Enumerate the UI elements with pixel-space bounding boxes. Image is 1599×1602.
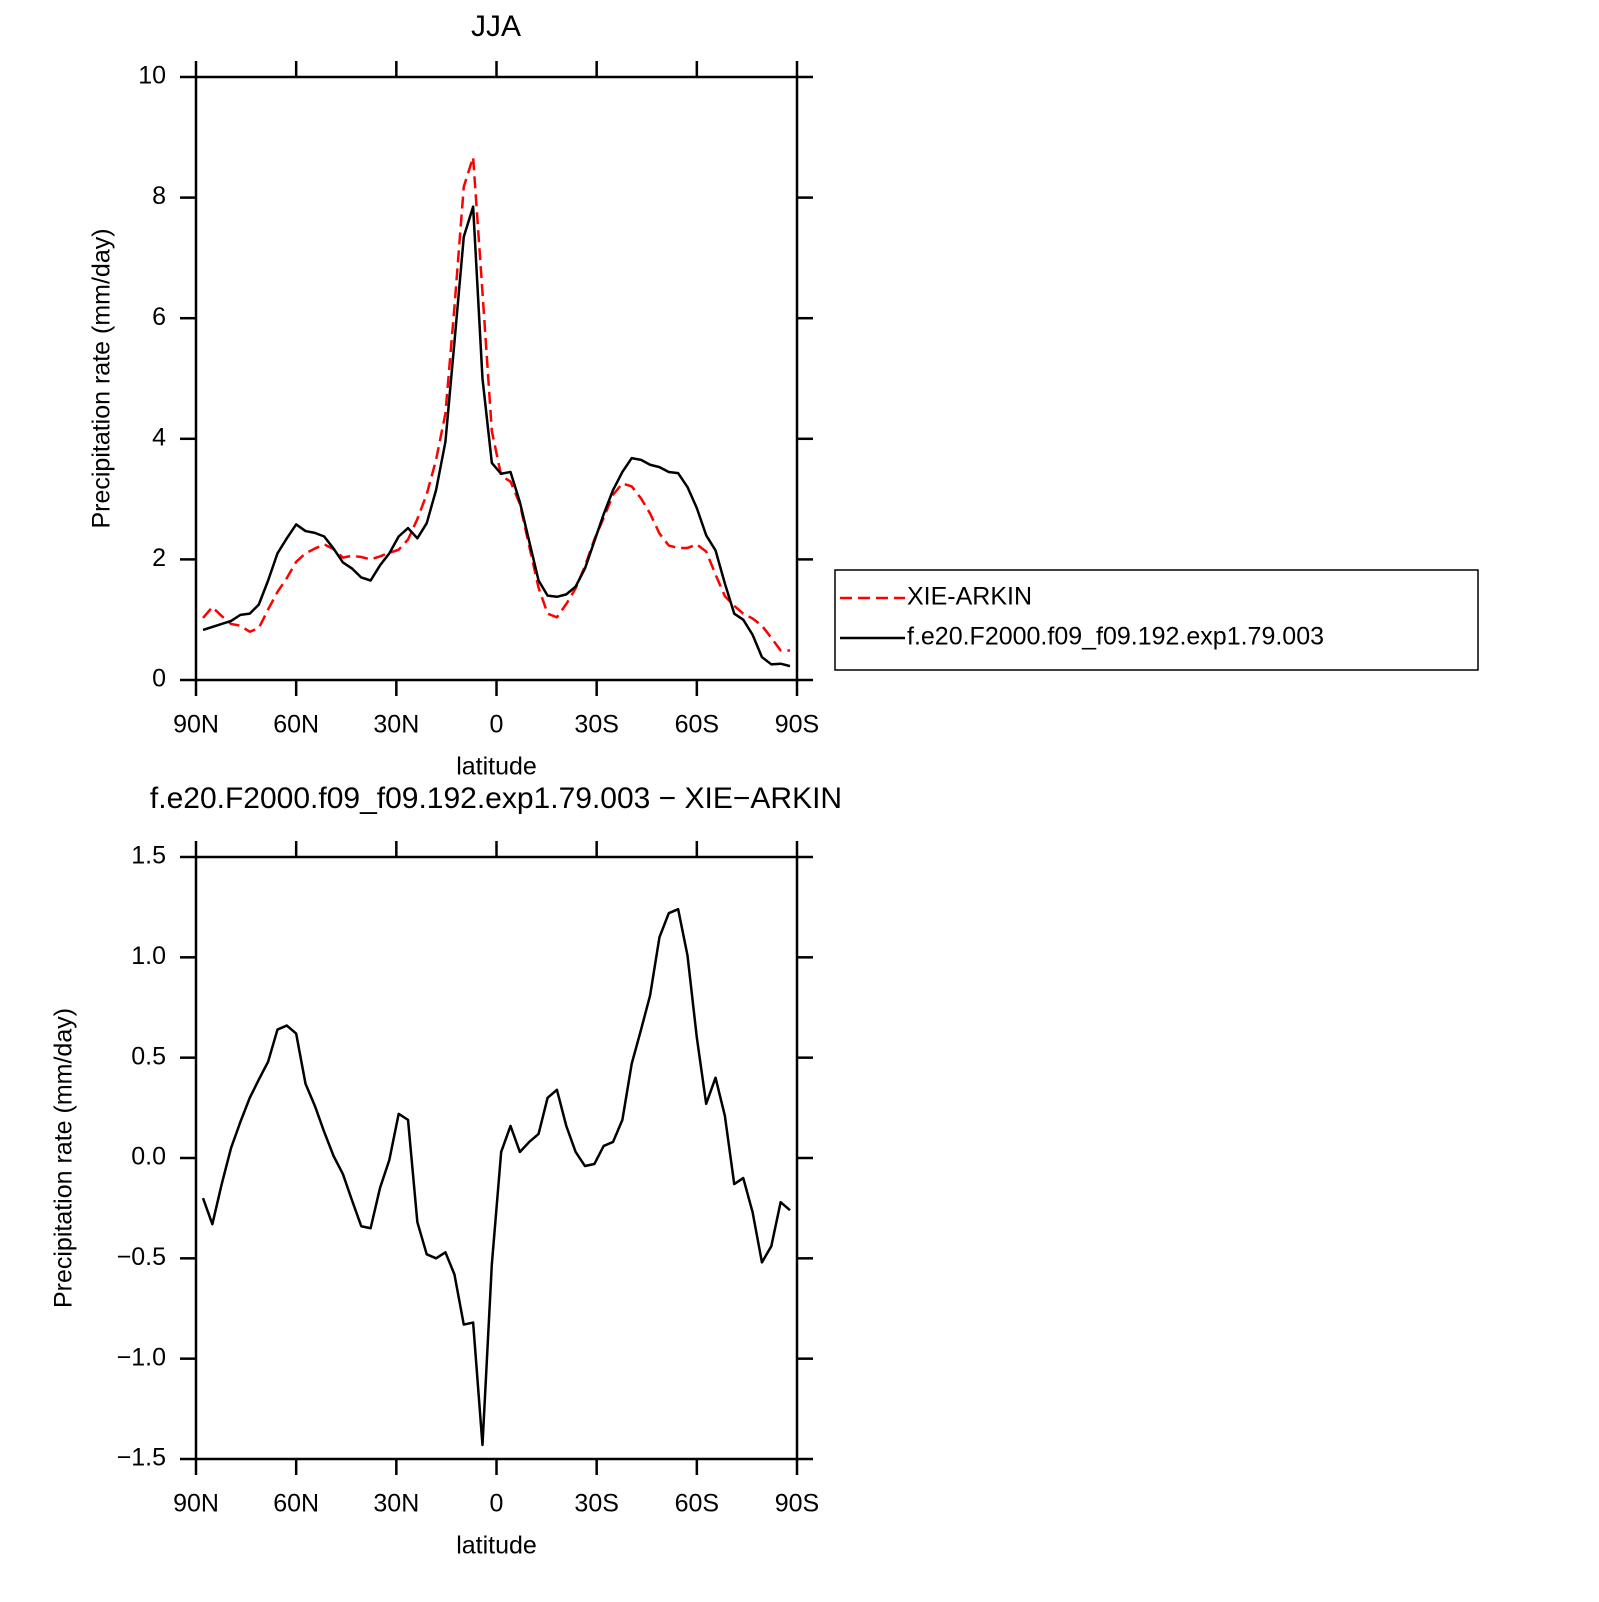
y-tick-label: 4 (152, 423, 166, 451)
y-tick-label: 2 (152, 544, 166, 572)
x-tick-label: 30S (574, 711, 618, 739)
y-tick-label: 10 (138, 62, 166, 90)
plot-frame (194, 75, 799, 682)
series-line (201, 907, 791, 1447)
plot-frame (194, 855, 799, 1461)
x-axis-label: latitude (456, 753, 537, 781)
x-axis-label: latitude (456, 1532, 537, 1560)
x-tick-label: 90S (775, 711, 819, 739)
y-tick-label: 0 (152, 665, 166, 693)
y-tick-label: 0.0 (131, 1143, 166, 1171)
chart-title: JJA (471, 10, 521, 43)
x-tick-label: 30N (373, 711, 419, 739)
y-tick-label: −1.5 (117, 1444, 166, 1472)
x-tick-label: 0 (490, 711, 504, 739)
y-tick-label: 0.5 (131, 1042, 166, 1070)
x-tick-label: 90N (173, 711, 219, 739)
y-axis-label: Precipitation rate (mm/day) (88, 228, 116, 528)
y-tick-label: −0.5 (117, 1243, 166, 1271)
y-axis-label: Precipitation rate (mm/day) (50, 1008, 78, 1308)
x-tick-label: 60N (273, 1490, 319, 1518)
legend-box (834, 569, 1479, 671)
x-tick-label: 30S (574, 1490, 618, 1518)
x-tick-label: 60S (675, 1490, 719, 1518)
y-tick-label: −1.0 (117, 1343, 166, 1371)
series-line (202, 205, 791, 668)
y-tick-label: 1.0 (131, 942, 166, 970)
x-tick-label: 60S (675, 711, 719, 739)
x-tick-label: 60N (273, 711, 319, 739)
y-tick-label: 8 (152, 182, 166, 210)
x-tick-label: 90N (173, 1490, 219, 1518)
y-tick-label: 1.5 (131, 842, 166, 870)
y-tick-label: 6 (152, 303, 166, 331)
series-line (202, 155, 790, 652)
legend-label: XIE-ARKIN (907, 583, 1032, 611)
legend-label: f.e20.F2000.f09_f09.192.exp1.79.003 (907, 623, 1324, 651)
x-tick-label: 30N (373, 1490, 419, 1518)
chart-title: f.e20.F2000.f09_f09.192.exp1.79.003 − XI… (150, 782, 842, 815)
x-tick-label: 90S (775, 1490, 819, 1518)
x-tick-label: 0 (490, 1490, 504, 1518)
